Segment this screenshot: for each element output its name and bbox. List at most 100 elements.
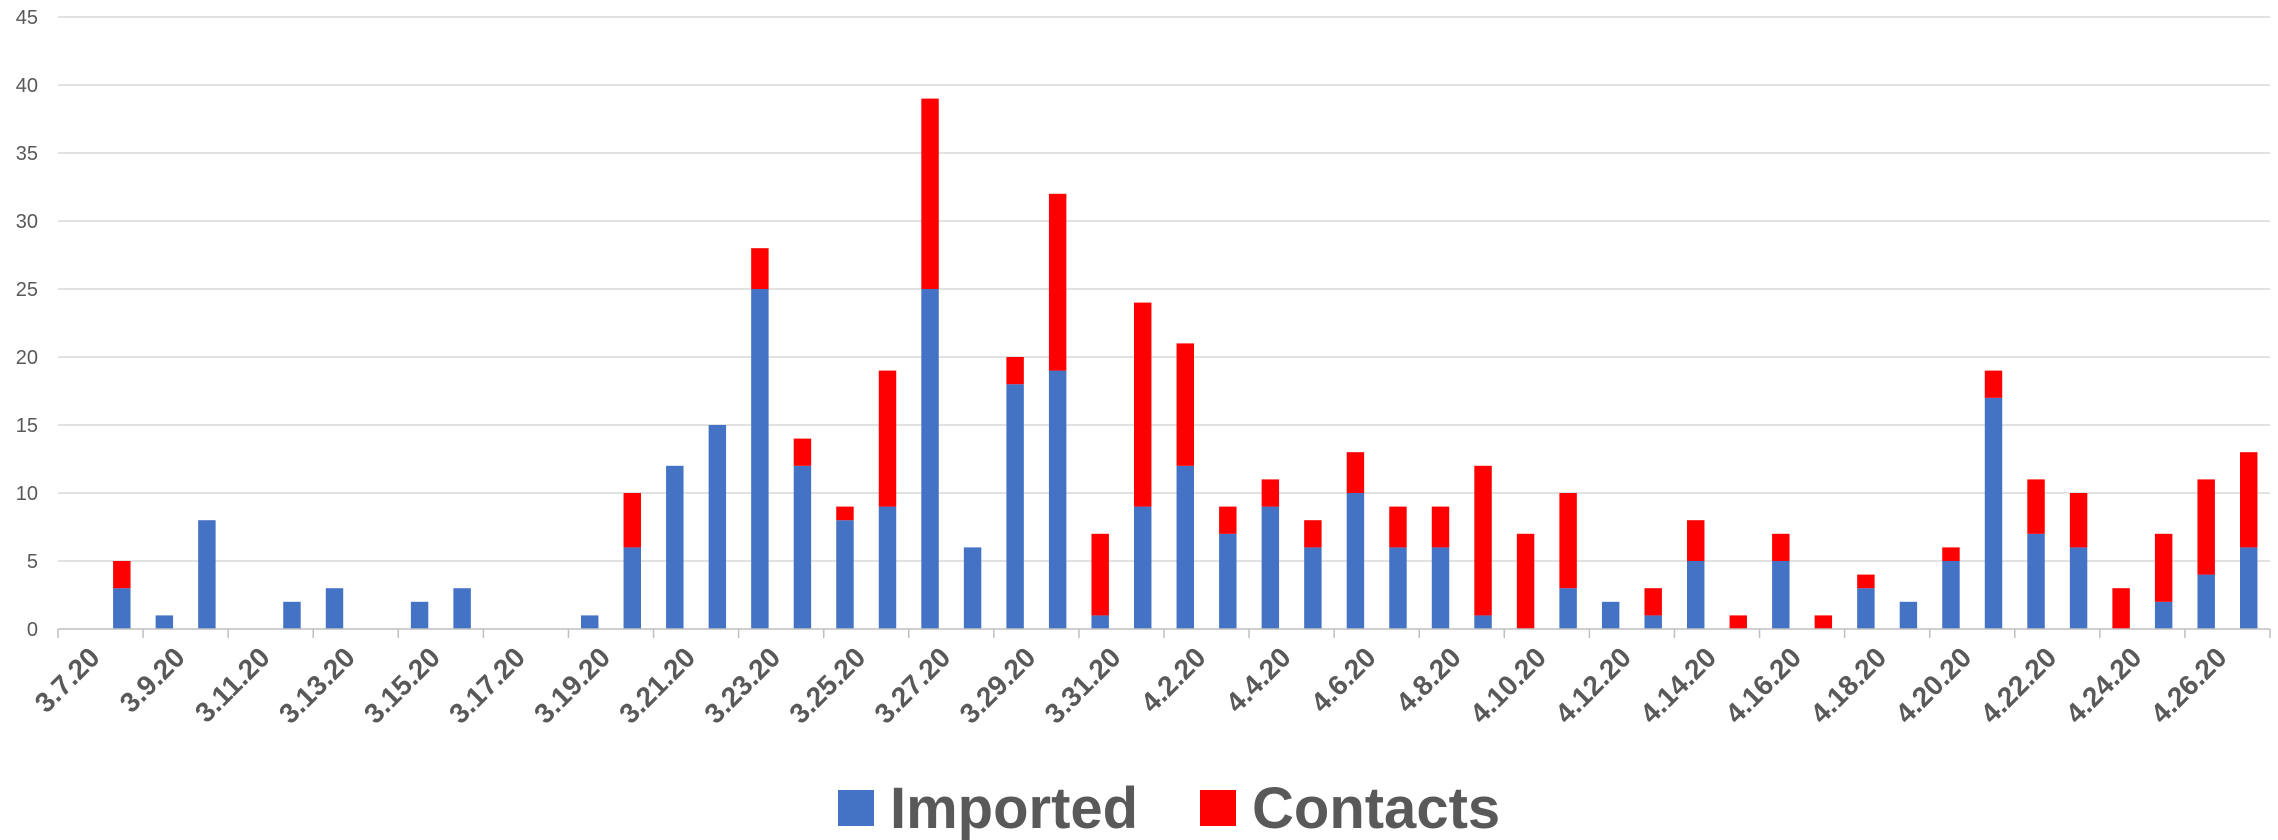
bar-contacts-4-7-20 <box>1389 506 1407 548</box>
bar-imported-4-13-20 <box>1644 615 1662 629</box>
x-tick-label: 4.14.20 <box>1634 641 1722 729</box>
bar-imported-4-27-20 <box>2240 547 2258 629</box>
bar-contacts-3-23-20 <box>751 248 769 289</box>
x-tick-label: 3.19.20 <box>528 641 616 729</box>
x-tick-label: 3.15.20 <box>358 641 446 729</box>
bar-contacts-3-8-20 <box>113 561 131 589</box>
bar-contacts-4-1-20 <box>1134 302 1152 507</box>
bar-contacts-4-26-20 <box>2197 479 2215 575</box>
bar-imported-4-3-20 <box>1219 533 1237 629</box>
bar-imported-4-11-20 <box>1559 588 1577 629</box>
bar-imported-4-1-20 <box>1134 506 1152 629</box>
x-tick-label: 4.4.20 <box>1220 641 1297 718</box>
x-tick-label: 3.27.20 <box>868 641 956 729</box>
x-tick-label: 4.26.20 <box>2145 641 2233 729</box>
bar-imported-4-8-20 <box>1431 547 1450 629</box>
bar-imported-3-28-20 <box>963 547 982 629</box>
y-axis: 0 5 10 15 20 25 30 35 40 45 <box>16 7 38 641</box>
legend-label-contacts: Contacts <box>1252 776 1500 840</box>
bar-contacts-3-27-20 <box>921 98 939 289</box>
bar-imported-3-12-20 <box>283 601 301 629</box>
bar-contacts-3-26-20 <box>878 370 897 507</box>
bar-contacts-3-31-20 <box>1091 533 1109 616</box>
bar-imported-3-20-20 <box>623 547 641 629</box>
legend-label-imported: Imported <box>890 776 1138 840</box>
bar-contacts-3-30-20 <box>1048 193 1067 371</box>
bar-imported-4-26-20 <box>2197 574 2215 629</box>
bar-contacts-4-15-20 <box>1729 615 1747 629</box>
bar-contacts-4-24-20 <box>2112 588 2130 629</box>
bar-imported-3-29-20 <box>1006 384 1024 629</box>
bar-imported-4-4-20 <box>1261 506 1280 629</box>
x-tick-label: 3.25.20 <box>783 641 871 729</box>
x-tick-label: 3.29.20 <box>954 641 1042 729</box>
x-tick-label: 3.31.20 <box>1039 641 1127 729</box>
bar-imported-3-8-20 <box>113 588 131 629</box>
x-axis: 3.7.20 3.9.203.11.203.13.203.15.203.17.20… <box>29 628 2271 729</box>
y-tick-label: 5 <box>27 551 38 573</box>
bar-contacts-4-14-20 <box>1687 520 1705 561</box>
x-tick-label: 4.6.20 <box>1305 641 1382 718</box>
bar-imported-4-16-20 <box>1772 561 1790 629</box>
x-tick-label: 4.16.20 <box>1719 641 1807 729</box>
bar-contacts-4-16-20 <box>1772 533 1790 561</box>
y-tick-label: 25 <box>16 279 38 301</box>
y-tick-label: 35 <box>16 143 38 165</box>
bar-contacts-4-25-20 <box>2154 533 2173 602</box>
bar-imported-3-19-20 <box>581 615 599 629</box>
bar-contacts-3-29-20 <box>1006 357 1024 385</box>
bar-contacts-4-6-20 <box>1346 452 1365 493</box>
bar-imported-3-27-20 <box>921 289 939 629</box>
bar-imported-4-21-20 <box>1984 397 2003 629</box>
bar-imported-3-15-20 <box>410 601 429 629</box>
bar-contacts-4-2-20 <box>1176 343 1194 466</box>
bar-imported-4-2-20 <box>1176 465 1194 629</box>
y-tick-label: 20 <box>16 347 38 369</box>
bar-contacts-4-10-20 <box>1516 533 1535 629</box>
legend: Imported Contacts <box>838 776 1500 840</box>
bar-contacts-4-5-20 <box>1304 520 1322 548</box>
bar-imported-4-7-20 <box>1389 547 1407 629</box>
x-tick-label: 4.20.20 <box>1889 641 1977 729</box>
bar-imported-4-5-20 <box>1304 547 1322 629</box>
bar-imported-3-25-20 <box>836 520 854 629</box>
bar-imported-4-18-20 <box>1857 588 1875 629</box>
bar-imported-3-10-20 <box>198 520 216 629</box>
x-tick-label: 4.10.20 <box>1464 641 1552 729</box>
x-tick-label: 4.8.20 <box>1390 641 1467 718</box>
bar-contacts-4-22-20 <box>2027 479 2045 534</box>
x-tick-label: 3.13.20 <box>273 641 361 729</box>
bar-contacts-4-20-20 <box>1942 547 1960 561</box>
bar-contacts-3-24-20 <box>793 438 812 466</box>
bar-imported-3-21-20 <box>666 465 684 629</box>
y-tick-label: 45 <box>16 7 38 29</box>
y-tick-label: 10 <box>16 483 38 505</box>
y-tick-label: 30 <box>16 211 38 233</box>
bar-imported-4-6-20 <box>1346 493 1365 629</box>
bar-contacts-4-21-20 <box>1984 370 2003 398</box>
y-tick-label: 40 <box>16 75 38 97</box>
bars <box>113 98 2258 629</box>
bar-contacts-4-13-20 <box>1644 588 1662 616</box>
bar-contacts-4-4-20 <box>1261 479 1280 507</box>
bar-contacts-4-27-20 <box>2240 452 2258 548</box>
x-tick-label: 3.11.20 <box>189 641 276 728</box>
bar-contacts-4-9-20 <box>1474 465 1492 616</box>
x-tick-label: 3.21.20 <box>613 641 701 729</box>
bar-imported-4-25-20 <box>2154 601 2173 629</box>
bar-imported-4-19-20 <box>1899 601 1918 629</box>
legend-swatch-imported <box>838 790 874 826</box>
x-tick-label: 4.22.20 <box>1974 641 2062 729</box>
bar-imported-4-9-20 <box>1474 615 1492 629</box>
bar-imported-3-31-20 <box>1091 615 1109 629</box>
bar-imported-3-26-20 <box>878 506 897 629</box>
bar-imported-4-20-20 <box>1942 561 1960 629</box>
x-tick-label: 4.18.20 <box>1804 641 1892 729</box>
x-tick-label: 3.17.20 <box>443 641 531 729</box>
bar-imported-4-12-20 <box>1601 601 1620 629</box>
bar-imported-3-9-20 <box>155 615 174 629</box>
bar-imported-3-16-20 <box>453 588 471 629</box>
x-tick-label: 4.2.20 <box>1135 641 1212 718</box>
bar-contacts-4-23-20 <box>2069 493 2088 548</box>
bar-contacts-4-8-20 <box>1431 506 1450 548</box>
